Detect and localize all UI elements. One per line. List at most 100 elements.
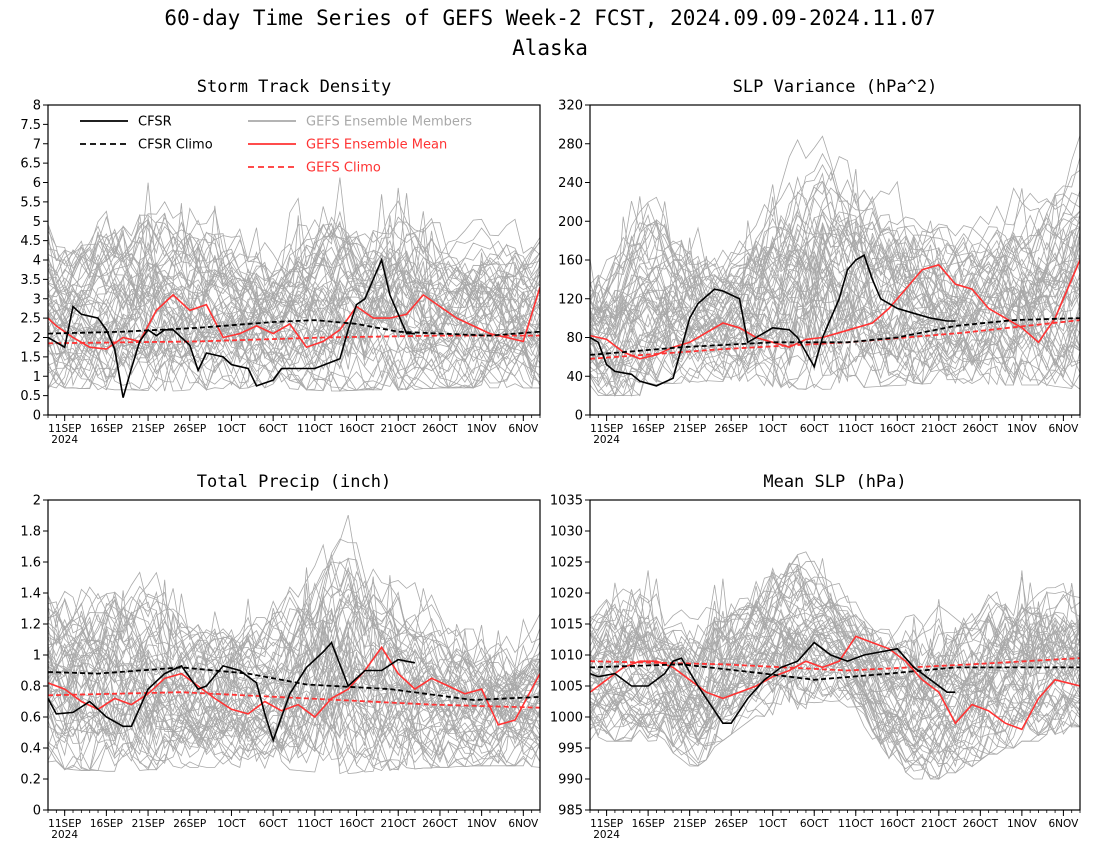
y-tick-label: 1.5 [20, 350, 41, 365]
y-tick-label: 8 [33, 99, 41, 114]
x-tick-label: 1NOV [467, 423, 498, 435]
y-tick-label: 3.5 [20, 273, 41, 288]
x-tick-label: 11OCT [297, 423, 333, 435]
ensemble-member-line [590, 259, 1080, 348]
ensemble-members [48, 177, 540, 392]
panel-1: Storm Track Density 0 0.5 1 1.5 2 2.5 3 3.5 4 4.5 5… [20, 77, 541, 446]
x-tick-label: 26OCT [963, 423, 999, 435]
y-tick-label: 200 [558, 215, 583, 230]
y-tick-label: 320 [558, 99, 583, 114]
series-lines [590, 635, 1080, 731]
ensemble-member-line [590, 304, 1080, 397]
plot-frame [589, 499, 1081, 811]
series-cfsr [590, 641, 956, 725]
x-tick-label: 6OCT [800, 423, 829, 435]
x-tick-label: 6OCT [259, 818, 288, 830]
y-tick-label: 4 [33, 254, 41, 269]
ensemble-member-line [590, 260, 1080, 390]
y-tick-label: 7 [33, 137, 41, 152]
ensemble-member-line [48, 672, 540, 771]
ensemble-member-line [590, 631, 1080, 753]
y-tick-label: 1010 [550, 649, 583, 664]
ensemble-member-line [590, 577, 1080, 682]
ensemble-member-line [48, 284, 540, 389]
x-tick-label: 26OCT [422, 818, 458, 830]
x-tick-label: 21OCT [921, 818, 957, 830]
y-tick-label: 5.5 [20, 195, 41, 210]
x-tick-label: 21OCT [381, 423, 417, 435]
ensemble-member-line [590, 677, 1080, 780]
ensemble-member-line [48, 566, 540, 697]
y-tick-label: 240 [558, 176, 583, 191]
x-tick-label: 1NOV [467, 818, 498, 830]
ensemble-member-line [48, 230, 540, 332]
y-tick-label: 0.2 [20, 773, 41, 788]
series-gefs-ensemble-mean [48, 645, 540, 726]
ensemble-member-line [48, 272, 540, 351]
y-tick-label: 1030 [550, 525, 583, 540]
y-tick-label: 2 [33, 331, 41, 346]
series-cfsr-climo [590, 663, 1080, 681]
y-tick-label: 6.5 [20, 157, 41, 172]
y-tick-label: 995 [558, 742, 583, 757]
y-tick-label: 4.5 [20, 234, 41, 249]
ensemble-member-line [48, 626, 540, 756]
ensemble-members [590, 551, 1080, 781]
ensemble-member-line [590, 563, 1080, 692]
ensemble-member-line [48, 223, 540, 306]
y-tick-label: 1.4 [20, 587, 41, 602]
y-tick-label: 6 [33, 176, 41, 191]
ensemble-member-line [590, 235, 1080, 335]
y-tick-label: 0.8 [20, 680, 41, 695]
x-tick-label: 26SEP [715, 423, 748, 435]
ensemble-member-line [590, 615, 1080, 731]
panel-3: Total Precip (inch) 0 0.2 0.4 0.6 0.8 1 1.2 1.4 1… [20, 472, 541, 841]
legend: CFSR CFSR Climo GEFS Ensemble Members GEFS … [80, 115, 472, 176]
ensemble-member-line [48, 667, 540, 765]
x-tick-label: 6NOV [1048, 423, 1079, 435]
y-tick-label: 1005 [550, 680, 583, 695]
ensemble-member-line [48, 580, 540, 695]
legend-label: GEFS Ensemble Mean [306, 138, 447, 153]
ensemble-member-line [590, 619, 1080, 762]
ensemble-member-line [48, 275, 540, 357]
x-tick-label: 6NOV [1048, 818, 1079, 830]
ensemble-member-line [48, 207, 540, 297]
ensemble-member-line [48, 216, 540, 345]
ensemble-member-line [48, 280, 540, 366]
x-tick-label: 1OCT [758, 423, 787, 435]
y-tick-label: 1035 [550, 494, 583, 509]
x-tick-label: 11SEP [590, 423, 623, 435]
ensemble-member-line [48, 280, 540, 376]
ensemble-member-line [48, 197, 540, 283]
x-tick-label: 16OCT [339, 423, 375, 435]
ensemble-member-line [48, 314, 540, 392]
x-tick-label: 26OCT [963, 818, 999, 830]
x-tick-label: 26OCT [422, 423, 458, 435]
ensemble-member-line [590, 652, 1080, 753]
ensemble-member-line [48, 642, 540, 734]
ensemble-member-line [48, 249, 540, 328]
ensemble-member-line [590, 176, 1080, 326]
y-tick-label: 990 [558, 773, 583, 788]
x-tick-label: 6NOV [508, 423, 539, 435]
series-gefs-ensemble-mean [48, 286, 540, 350]
y-tick-label: 1.6 [20, 556, 41, 571]
ensemble-member-line [48, 637, 540, 719]
panel-2: SLP Variance (hPa^2) 0 40 80 120 160 200 240 280… [558, 77, 1081, 446]
ensemble-member-line [590, 584, 1080, 694]
legend-label: CFSR [138, 115, 172, 130]
x-tick-label: 11OCT [838, 818, 874, 830]
x-tick-label: 16OCT [880, 818, 916, 830]
x-tick-label: 1NOV [1007, 818, 1038, 830]
ensemble-member-line [590, 190, 1080, 303]
panel-title: SLP Variance (hPa^2) [733, 77, 938, 97]
ensemble-member-line [48, 620, 540, 716]
ensemble-member-line [48, 573, 540, 669]
x-tick-label: 26SEP [173, 423, 206, 435]
x-tick-label: 21SEP [132, 423, 165, 435]
ensemble-member-line [48, 210, 540, 314]
x-tick-label: 21SEP [673, 423, 706, 435]
ensemble-member-line [590, 576, 1080, 667]
y-tick-label: 280 [558, 137, 583, 152]
